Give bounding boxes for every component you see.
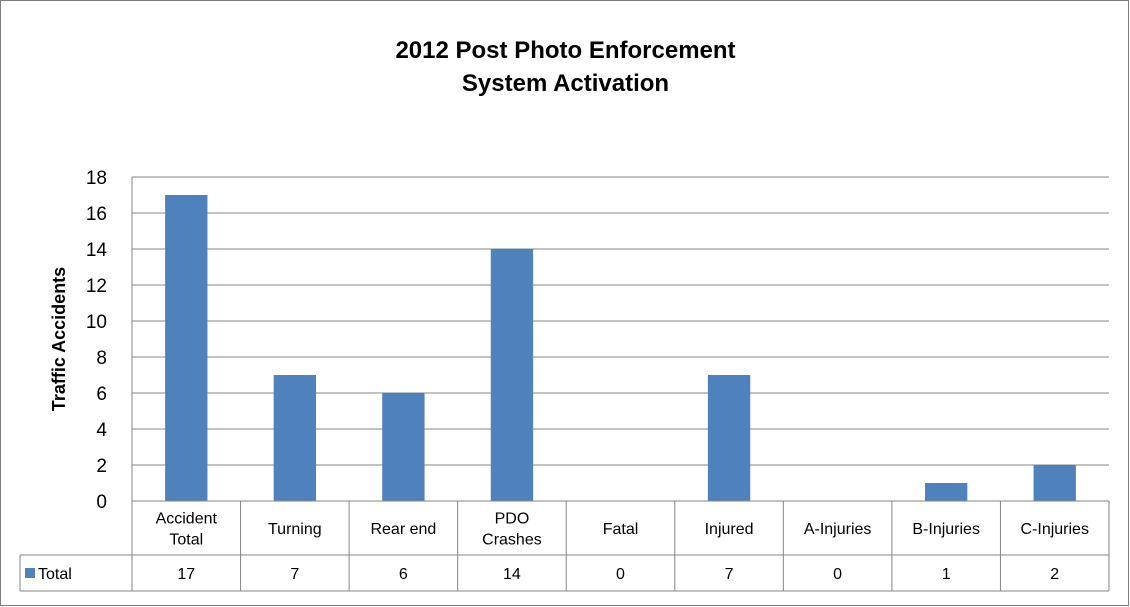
y-tick-label: 16 (86, 204, 107, 225)
y-tick-label: 10 (86, 312, 107, 333)
chart-title-line-2: System Activation (461, 70, 670, 97)
chart-title: 2012 Post Photo Enforcement System Activ… (1, 34, 1130, 100)
category-label: Fatal (603, 521, 639, 538)
category-label: Total (169, 532, 203, 549)
data-table-value: 0 (616, 566, 625, 583)
y-tick-label: 8 (96, 348, 107, 369)
bar (165, 195, 208, 501)
bar (707, 375, 751, 501)
data-table-value: 0 (833, 566, 842, 583)
y-axis-label: Traffic Accidents (49, 267, 69, 411)
bar (1033, 465, 1076, 501)
category-label: Turning (268, 521, 322, 538)
bar (382, 393, 425, 501)
y-tick-label: 12 (86, 276, 107, 297)
data-table-value: 7 (290, 566, 299, 583)
data-table-value: 2 (1050, 566, 1059, 583)
category-label: C-Injuries (1020, 521, 1088, 538)
y-tick-label: 6 (96, 384, 107, 405)
category-label: PDO (495, 511, 530, 528)
y-tick-label: 4 (96, 420, 107, 441)
legend-swatch (25, 568, 35, 578)
category-label: Injured (705, 521, 754, 538)
data-table-value: 14 (503, 566, 521, 583)
chart-title-line-1: 2012 Post Photo Enforcement (395, 37, 736, 64)
data-table-value: 17 (177, 566, 195, 583)
category-label: Crashes (482, 532, 542, 549)
bar (924, 483, 968, 501)
y-tick-label: 0 (96, 492, 107, 513)
category-label: Rear end (370, 521, 436, 538)
y-tick-label: 18 (86, 168, 107, 189)
category-label: Accident (156, 511, 218, 528)
data-table-value: 6 (399, 566, 408, 583)
bar (273, 375, 317, 501)
y-tick-label: 2 (96, 456, 107, 477)
data-table-value: 1 (942, 566, 951, 583)
y-tick-label: 14 (86, 240, 108, 261)
bar (490, 249, 534, 501)
data-table-value: 7 (725, 566, 734, 583)
category-label: B-Injuries (912, 521, 980, 538)
category-label: A-Injuries (804, 521, 872, 538)
legend-label: Total (38, 566, 72, 583)
